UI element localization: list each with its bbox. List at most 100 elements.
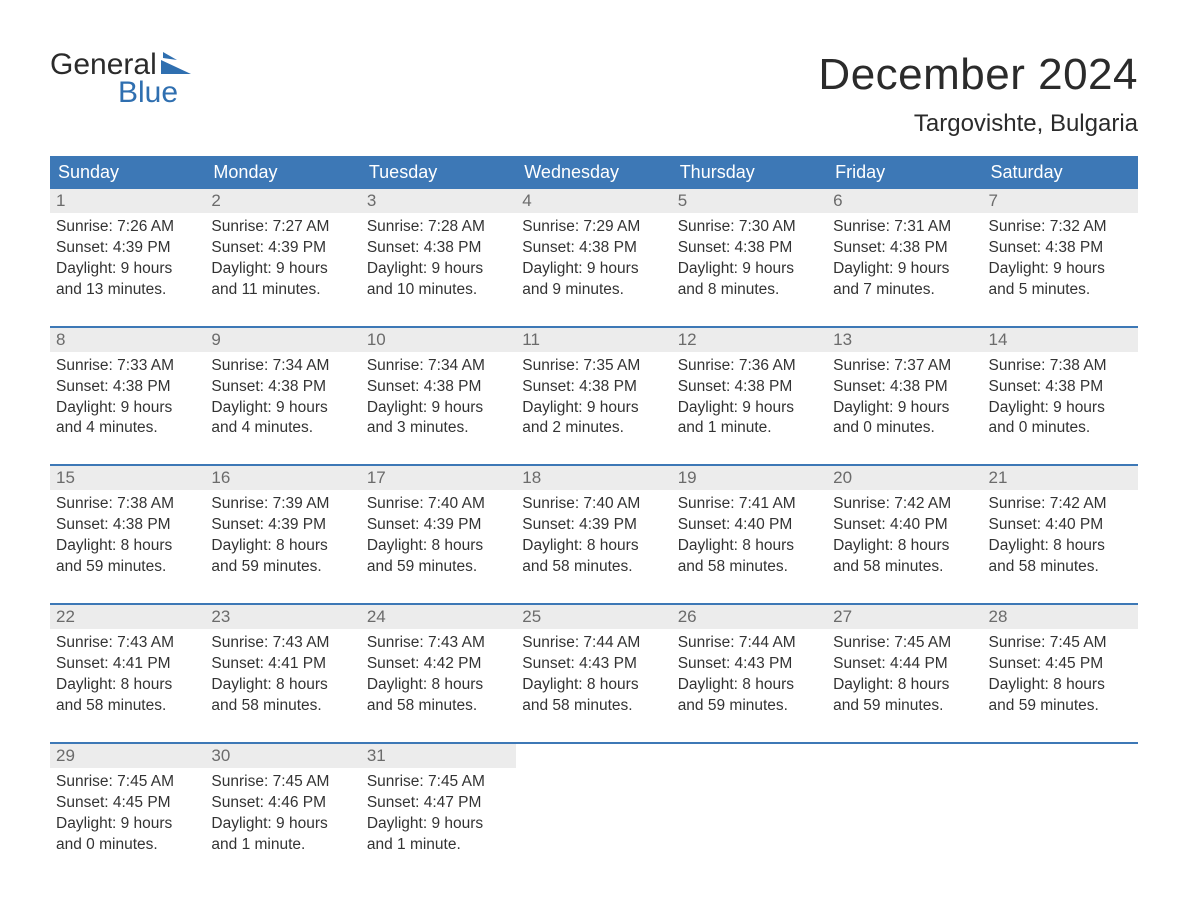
sunset-line: Sunset: 4:40 PM	[989, 515, 1132, 536]
day-number-cell: 24	[361, 604, 516, 629]
daylight-line2: and 3 minutes.	[367, 418, 510, 439]
day-content-cell: Sunrise: 7:37 AMSunset: 4:38 PMDaylight:…	[827, 352, 982, 444]
sunrise-line: Sunrise: 7:33 AM	[56, 356, 199, 377]
sunset-line: Sunset: 4:47 PM	[367, 793, 510, 814]
sunrise-line: Sunrise: 7:41 AM	[678, 494, 821, 515]
sunset-line: Sunset: 4:43 PM	[678, 654, 821, 675]
daylight-line2: and 58 minutes.	[522, 696, 665, 717]
sunrise-line: Sunrise: 7:45 AM	[833, 633, 976, 654]
day-content-cell: Sunrise: 7:44 AMSunset: 4:43 PMDaylight:…	[672, 629, 827, 721]
week-separator	[50, 721, 1138, 743]
sunrise-line: Sunrise: 7:27 AM	[211, 217, 354, 238]
day-number-cell: 25	[516, 604, 671, 629]
sunrise-line: Sunrise: 7:40 AM	[367, 494, 510, 515]
day-number-cell: 7	[983, 189, 1138, 213]
sunrise-line: Sunrise: 7:45 AM	[211, 772, 354, 793]
sunrise-line: Sunrise: 7:28 AM	[367, 217, 510, 238]
sunset-line: Sunset: 4:42 PM	[367, 654, 510, 675]
day-number-cell: 2	[205, 189, 360, 213]
daylight-line2: and 1 minute.	[367, 835, 510, 856]
day-number-cell: 4	[516, 189, 671, 213]
sunrise-line: Sunrise: 7:29 AM	[522, 217, 665, 238]
sunset-line: Sunset: 4:40 PM	[833, 515, 976, 536]
day-content-cell: Sunrise: 7:44 AMSunset: 4:43 PMDaylight:…	[516, 629, 671, 721]
title-block: December 2024 Targovishte, Bulgaria	[818, 50, 1138, 138]
daylight-line2: and 58 minutes.	[989, 557, 1132, 578]
day-content-cell: Sunrise: 7:45 AMSunset: 4:45 PMDaylight:…	[983, 629, 1138, 721]
daylight-line1: Daylight: 9 hours	[833, 398, 976, 419]
sunset-line: Sunset: 4:38 PM	[367, 377, 510, 398]
day-number-cell: 22	[50, 604, 205, 629]
daynum-row: 293031	[50, 743, 1138, 768]
day-content-cell: Sunrise: 7:28 AMSunset: 4:38 PMDaylight:…	[361, 213, 516, 305]
day-content-cell: Sunrise: 7:34 AMSunset: 4:38 PMDaylight:…	[361, 352, 516, 444]
sunrise-line: Sunrise: 7:38 AM	[56, 494, 199, 515]
dayheader-mon: Monday	[205, 156, 360, 189]
daylight-line2: and 2 minutes.	[522, 418, 665, 439]
sunrise-line: Sunrise: 7:45 AM	[56, 772, 199, 793]
daylight-line2: and 1 minute.	[678, 418, 821, 439]
day-content-cell: Sunrise: 7:26 AMSunset: 4:39 PMDaylight:…	[50, 213, 205, 305]
day-number-cell: 23	[205, 604, 360, 629]
daylight-line1: Daylight: 8 hours	[211, 536, 354, 557]
day-number-cell: 15	[50, 465, 205, 490]
day-number-cell: 5	[672, 189, 827, 213]
daylight-line2: and 59 minutes.	[367, 557, 510, 578]
day-number-cell: 14	[983, 327, 1138, 352]
sunrise-line: Sunrise: 7:38 AM	[989, 356, 1132, 377]
sunrise-line: Sunrise: 7:34 AM	[211, 356, 354, 377]
week-separator	[50, 443, 1138, 465]
day-content-cell: Sunrise: 7:36 AMSunset: 4:38 PMDaylight:…	[672, 352, 827, 444]
day-number-cell: 28	[983, 604, 1138, 629]
daylight-line1: Daylight: 9 hours	[678, 259, 821, 280]
sunset-line: Sunset: 4:39 PM	[56, 238, 199, 259]
sunset-line: Sunset: 4:43 PM	[522, 654, 665, 675]
sunrise-line: Sunrise: 7:32 AM	[989, 217, 1132, 238]
day-number-cell: 12	[672, 327, 827, 352]
daylight-line2: and 59 minutes.	[211, 557, 354, 578]
sunrise-line: Sunrise: 7:44 AM	[522, 633, 665, 654]
daylight-line1: Daylight: 9 hours	[522, 398, 665, 419]
calendar-table: Sunday Monday Tuesday Wednesday Thursday…	[50, 156, 1138, 859]
day-header-row: Sunday Monday Tuesday Wednesday Thursday…	[50, 156, 1138, 189]
day-number-cell: 1	[50, 189, 205, 213]
daylight-line1: Daylight: 9 hours	[56, 398, 199, 419]
daylight-line2: and 59 minutes.	[678, 696, 821, 717]
daylight-line1: Daylight: 9 hours	[211, 814, 354, 835]
day-content-cell: Sunrise: 7:43 AMSunset: 4:41 PMDaylight:…	[205, 629, 360, 721]
daylight-line2: and 4 minutes.	[56, 418, 199, 439]
dayheader-thu: Thursday	[672, 156, 827, 189]
sunrise-line: Sunrise: 7:30 AM	[678, 217, 821, 238]
daylight-line1: Daylight: 8 hours	[522, 675, 665, 696]
daynum-row: 891011121314	[50, 327, 1138, 352]
day-number-cell: 18	[516, 465, 671, 490]
day-number-cell: 9	[205, 327, 360, 352]
daynum-row: 22232425262728	[50, 604, 1138, 629]
week-separator	[50, 582, 1138, 604]
daylight-line1: Daylight: 8 hours	[833, 536, 976, 557]
day-content-row: Sunrise: 7:38 AMSunset: 4:38 PMDaylight:…	[50, 490, 1138, 582]
day-content-cell: Sunrise: 7:42 AMSunset: 4:40 PMDaylight:…	[827, 490, 982, 582]
sunset-line: Sunset: 4:45 PM	[989, 654, 1132, 675]
daylight-line1: Daylight: 9 hours	[833, 259, 976, 280]
daylight-line2: and 58 minutes.	[678, 557, 821, 578]
day-content-cell: Sunrise: 7:42 AMSunset: 4:40 PMDaylight:…	[983, 490, 1138, 582]
sunset-line: Sunset: 4:39 PM	[211, 515, 354, 536]
daylight-line1: Daylight: 8 hours	[367, 675, 510, 696]
day-number-cell: 20	[827, 465, 982, 490]
daylight-line2: and 0 minutes.	[833, 418, 976, 439]
sunrise-line: Sunrise: 7:43 AM	[56, 633, 199, 654]
sunrise-line: Sunrise: 7:35 AM	[522, 356, 665, 377]
day-number-cell	[516, 743, 671, 768]
sunset-line: Sunset: 4:40 PM	[678, 515, 821, 536]
daylight-line2: and 58 minutes.	[522, 557, 665, 578]
daylight-line2: and 11 minutes.	[211, 280, 354, 301]
daylight-line2: and 58 minutes.	[833, 557, 976, 578]
daylight-line2: and 58 minutes.	[211, 696, 354, 717]
sunset-line: Sunset: 4:45 PM	[56, 793, 199, 814]
sunrise-line: Sunrise: 7:34 AM	[367, 356, 510, 377]
day-number-cell: 29	[50, 743, 205, 768]
sunset-line: Sunset: 4:38 PM	[522, 377, 665, 398]
sunset-line: Sunset: 4:44 PM	[833, 654, 976, 675]
sunset-line: Sunset: 4:38 PM	[56, 377, 199, 398]
